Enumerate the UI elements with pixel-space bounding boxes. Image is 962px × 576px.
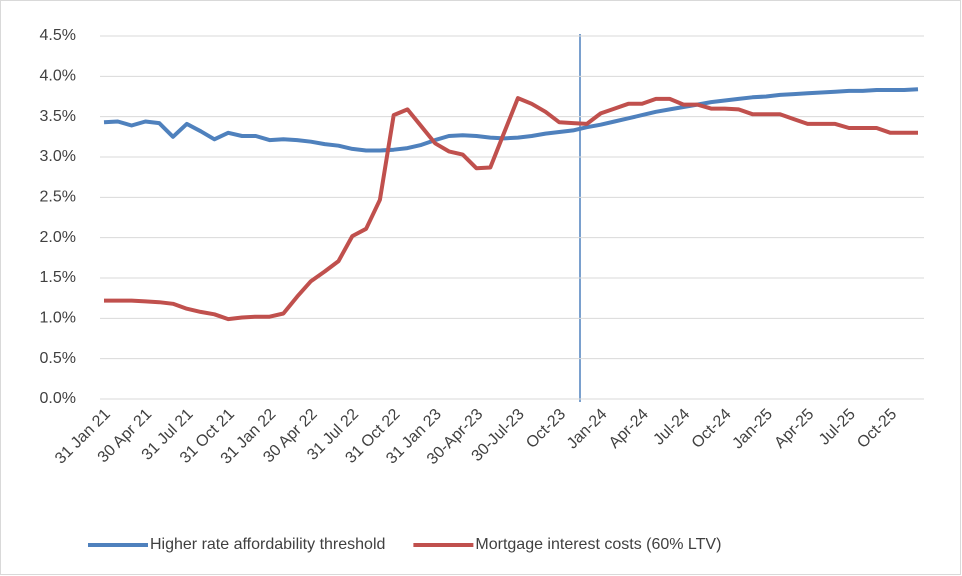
y-tick-label: 0.0%: [40, 390, 76, 407]
series-line: [103, 87, 919, 153]
y-tick-label: 4.5%: [40, 27, 76, 44]
y-tick-label: 1.5%: [40, 269, 76, 286]
y-tick-label: 2.0%: [40, 229, 76, 246]
y-tick-label: 2.5%: [40, 189, 76, 206]
series-line: [104, 96, 918, 322]
y-tick-label: 1.0%: [40, 310, 76, 327]
y-tick-label: 3.5%: [40, 108, 76, 125]
legend-label: Higher rate affordability threshold: [150, 536, 385, 553]
y-tick-label: 3.0%: [40, 148, 76, 165]
y-tick-label: 0.5%: [40, 350, 76, 367]
legend-label: Mortgage interest costs (60% LTV): [475, 536, 721, 553]
y-tick-label: 4.0%: [40, 68, 76, 85]
